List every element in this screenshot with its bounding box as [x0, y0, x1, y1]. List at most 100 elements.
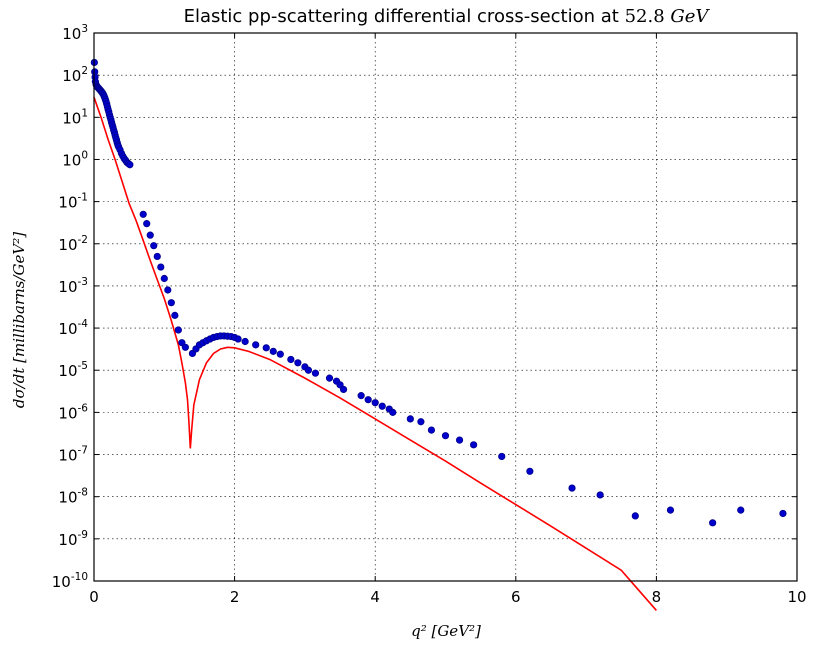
y-tick-exponent: 1	[81, 107, 88, 119]
y-tick-exponent: -2	[78, 234, 88, 246]
data-point	[568, 484, 576, 492]
data-point	[389, 408, 397, 416]
data-point	[269, 347, 277, 355]
y-tick-label: 103	[62, 23, 88, 43]
data-point	[311, 369, 320, 377]
y-tick-base: 10	[58, 362, 77, 380]
data-point	[153, 252, 161, 261]
y-tick-base: 10	[58, 320, 77, 338]
y-tick-exponent: -10	[71, 571, 88, 583]
y-tick-exponent: -5	[78, 360, 88, 372]
y-tick-base: 10	[52, 573, 71, 591]
y-tick-label: 10-6	[58, 402, 88, 422]
data-point	[171, 311, 179, 319]
y-tick-exponent: -4	[78, 318, 89, 330]
y-tick-base: 10	[58, 404, 77, 422]
x-tick-labels: 0 2 4 6 8 10	[89, 588, 806, 606]
data-point	[174, 326, 182, 334]
y-tick-exponent: 0	[81, 149, 88, 161]
data-point	[378, 402, 386, 410]
y-tick-base: 10	[62, 109, 81, 127]
data-point	[709, 519, 717, 527]
y-tick-label: 10-1	[58, 192, 88, 212]
y-tick-base: 10	[58, 489, 77, 507]
data-point	[339, 385, 348, 394]
y-tick-exponent: 2	[81, 65, 88, 77]
x-tick-label: 6	[511, 588, 521, 606]
data-point	[666, 506, 675, 514]
y-tick-label: 10-3	[58, 276, 88, 296]
model-curve	[93, 96, 658, 611]
data-point	[325, 374, 334, 382]
data-point	[737, 506, 745, 514]
plot-frame	[93, 32, 798, 582]
y-tick-base: 10	[58, 194, 77, 212]
chart-title-value: 52.8	[625, 6, 665, 27]
y-tick-label: 100	[62, 149, 88, 169]
x-tick-label: 10	[787, 588, 806, 606]
data-point	[455, 436, 464, 444]
data-point	[596, 491, 604, 499]
y-tick-label: 101	[62, 107, 88, 127]
y-tick-exponent: -7	[78, 445, 88, 457]
x-axis-label: q² [GeV²]	[411, 622, 481, 640]
y-tick-label: 10-9	[58, 529, 88, 549]
x-tick-label: 8	[652, 588, 662, 606]
data-point	[181, 343, 189, 351]
data-point	[126, 161, 134, 169]
data-point	[146, 231, 154, 239]
y-tick-exponent: -3	[78, 276, 88, 288]
data-point	[294, 359, 302, 367]
y-tick-base: 10	[58, 236, 77, 254]
data-point	[427, 426, 436, 434]
y-tick-exponent: -8	[78, 487, 88, 499]
data-point	[304, 366, 313, 374]
y-tick-label: 10-4	[58, 318, 88, 338]
y-tick-exponent: -9	[78, 529, 88, 541]
chart-title-text: Elastic pp-scattering differential cross…	[184, 6, 619, 27]
x-tick-label: 0	[89, 588, 99, 606]
data-point	[498, 452, 506, 461]
y-tick-base: 10	[62, 67, 81, 85]
data-point	[252, 341, 260, 349]
y-tick-base: 10	[58, 278, 77, 296]
data-point	[371, 399, 379, 407]
y-tick-label: 10-10	[52, 571, 88, 591]
chart-title: Elastic pp-scattering differential cross…	[184, 6, 711, 27]
data-point	[287, 355, 295, 364]
y-tick-exponent: 3	[81, 23, 88, 35]
y-tick-base: 10	[58, 531, 77, 549]
data-point	[470, 441, 478, 449]
data-point	[157, 263, 165, 271]
y-tick-label: 10-7	[58, 445, 88, 465]
data-point	[160, 274, 168, 283]
data-point	[631, 512, 639, 520]
data-point	[357, 392, 365, 400]
y-axis-label: dσ/dt [millibarns/GeV²]	[10, 232, 28, 408]
data-point	[139, 210, 147, 218]
grid	[94, 33, 797, 581]
y-tick-base: 10	[62, 151, 81, 169]
data-point	[406, 415, 414, 423]
y-tick-base: 10	[58, 447, 77, 465]
y-tick-label: 10-8	[58, 487, 88, 507]
data-point	[276, 350, 284, 358]
chart-title-unit: GeV	[670, 6, 710, 27]
x-tick-label: 4	[370, 588, 380, 606]
y-tick-label: 10-2	[58, 234, 88, 254]
y-tick-label: 102	[62, 65, 88, 85]
y-tick-labels: 10-1010-910-810-710-610-510-410-310-210-…	[52, 23, 89, 591]
data-point	[441, 432, 450, 440]
data-points-layer	[90, 58, 787, 527]
x-tick-label: 2	[230, 588, 240, 606]
data-point	[150, 242, 158, 250]
data-point	[241, 337, 249, 346]
y-tick-base: 10	[62, 25, 81, 43]
y-tick-exponent: -1	[78, 192, 88, 204]
data-point	[234, 335, 242, 343]
data-point	[417, 418, 425, 426]
data-point	[526, 467, 534, 475]
y-tick-exponent: -6	[78, 402, 89, 414]
